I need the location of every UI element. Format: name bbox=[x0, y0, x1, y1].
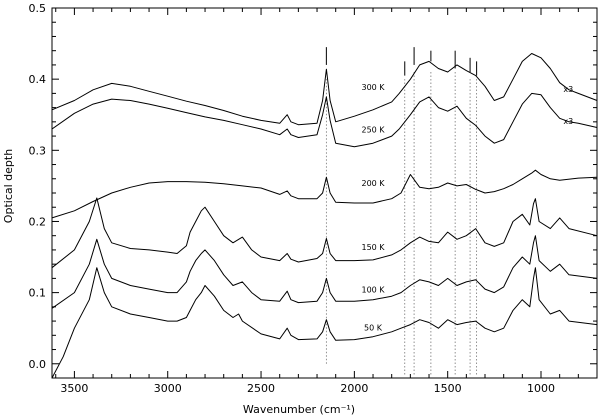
series-line bbox=[51, 267, 598, 379]
series-label: 100 K bbox=[361, 286, 385, 295]
series-label: 200 K bbox=[361, 179, 385, 188]
y-tick-label: 0.2 bbox=[29, 215, 47, 228]
series-label: 50 K bbox=[364, 323, 383, 332]
y-tick-label: 0.3 bbox=[29, 144, 47, 157]
x-tick-label: 3500 bbox=[60, 382, 88, 395]
x-tick-label: 2500 bbox=[247, 382, 275, 395]
series-label: 150 K bbox=[361, 243, 385, 252]
series-line bbox=[51, 92, 598, 148]
x-tick-label: 3000 bbox=[154, 382, 182, 395]
spectra bbox=[51, 53, 598, 379]
band-markers bbox=[325, 47, 478, 76]
y-axis-label: Optical depth bbox=[2, 149, 15, 223]
y-tick-label: 0.5 bbox=[29, 2, 47, 15]
scale-note: x3 bbox=[563, 117, 573, 126]
series-label: 250 K bbox=[361, 126, 385, 135]
axes: 3500 3000 2500 2000 1500 1000 0.0 0.1 0.2 0.3 0.4 0… bbox=[29, 2, 598, 395]
series-labels: 300 K x3 250 K x3 200 K 150 K 100 K 50 K bbox=[361, 83, 573, 333]
plot-frame bbox=[51, 7, 598, 379]
series-line bbox=[51, 235, 598, 309]
x-tick-label: 1000 bbox=[527, 382, 555, 395]
scale-note: x3 bbox=[563, 85, 573, 94]
series-line bbox=[51, 197, 598, 269]
x-tick-label: 2000 bbox=[340, 382, 368, 395]
y-tick-label: 0.0 bbox=[29, 358, 47, 371]
series-label: 300 K bbox=[361, 83, 385, 92]
series-line bbox=[51, 169, 598, 219]
x-axis-label: Wavenumber (cm⁻¹) bbox=[243, 403, 355, 416]
series-line bbox=[51, 53, 598, 126]
x-tick-label: 1500 bbox=[434, 382, 462, 395]
y-tick-label: 0.1 bbox=[29, 287, 47, 300]
y-tick-label: 0.4 bbox=[29, 73, 47, 86]
